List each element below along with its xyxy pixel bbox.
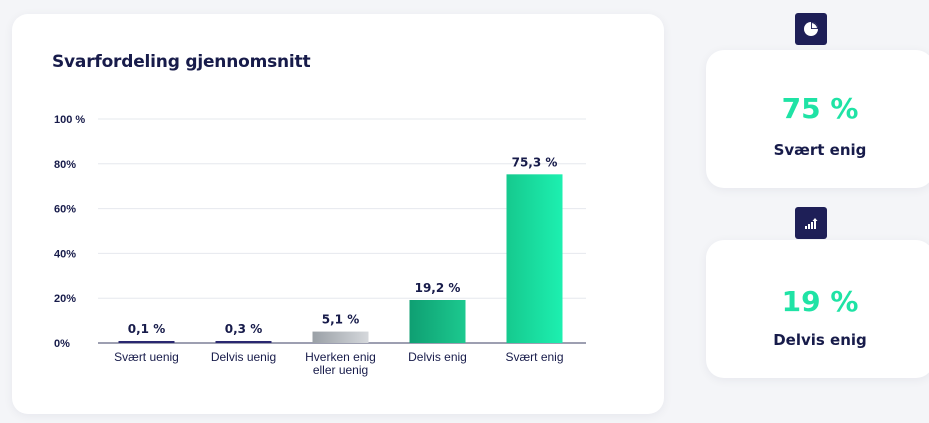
y-tick-label: 100 % bbox=[54, 114, 85, 126]
data-label: 5,1 % bbox=[322, 313, 359, 327]
y-tick-label: 80% bbox=[54, 159, 76, 171]
stat-card-partly-agree: 19 % Delvis enig bbox=[706, 240, 929, 378]
chart-card: Svarfordeling gjennomsnitt 0% 20% 40% 60% 80… bbox=[12, 14, 664, 414]
stat-card-strongly-agree: 75 % Svært enig bbox=[706, 50, 929, 188]
bar-trend-icon bbox=[795, 207, 827, 239]
stat-label: Delvis enig bbox=[773, 331, 867, 349]
y-tick-label: 60% bbox=[54, 204, 76, 216]
x-tick-label: Svært enig bbox=[505, 350, 563, 364]
bar bbox=[215, 341, 272, 343]
stat-label: Svært enig bbox=[773, 141, 867, 159]
x-tick-label: Svært uenig bbox=[114, 350, 179, 364]
pie-chart-icon bbox=[795, 13, 827, 45]
bar-chart: 0% 20% 40% 60% 80% 100 % 0,1 % Svært uenig 0,3 %… bbox=[54, 114, 586, 377]
bar bbox=[118, 341, 175, 343]
y-tick-label: 0% bbox=[54, 338, 70, 350]
bar bbox=[312, 331, 369, 343]
bar bbox=[506, 174, 563, 343]
stat-value: 75 % bbox=[781, 92, 859, 125]
data-label: 75,3 % bbox=[512, 155, 558, 169]
x-tick-label: Delvis enig bbox=[408, 350, 467, 364]
chart-title: Svarfordeling gjennomsnitt bbox=[52, 52, 311, 72]
data-label: 0,1 % bbox=[128, 322, 165, 336]
x-tick-label: Delvis uenig bbox=[211, 350, 276, 364]
y-tick-label: 20% bbox=[54, 293, 76, 305]
data-label: 19,2 % bbox=[415, 281, 461, 295]
bar bbox=[409, 299, 466, 343]
stat-value: 19 % bbox=[781, 285, 859, 318]
y-tick-label: 40% bbox=[54, 248, 76, 260]
x-tick-label: Hverken enig bbox=[305, 350, 376, 364]
x-tick-label: eller uenig bbox=[313, 363, 368, 377]
data-label: 0,3 % bbox=[225, 322, 262, 336]
